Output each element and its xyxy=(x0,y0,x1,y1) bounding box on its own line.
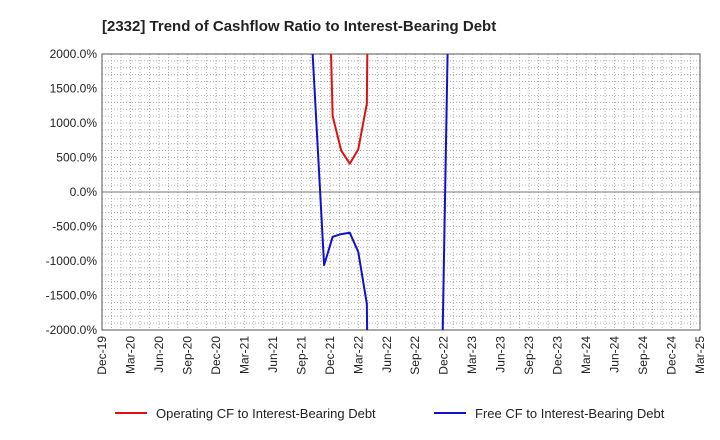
x-tick-label: Mar-23 xyxy=(465,336,479,374)
x-tick-label: Jun-24 xyxy=(608,336,622,373)
series-line-2 xyxy=(441,54,449,330)
y-tick-label: -500.0% xyxy=(52,220,97,234)
x-tick-label: Dec-23 xyxy=(551,336,565,375)
legend-label-operating-cf: Operating CF to Interest-Bearing Debt xyxy=(156,406,376,421)
x-tick-label: Sep-22 xyxy=(408,336,422,375)
x-tick-label: Dec-21 xyxy=(323,336,337,375)
x-tick-label: Sep-23 xyxy=(522,336,536,375)
x-tick-label: Mar-20 xyxy=(123,336,137,374)
x-tick-label: Jun-21 xyxy=(266,336,280,373)
x-tick-label: Mar-21 xyxy=(237,336,251,374)
x-tick-label: Mar-24 xyxy=(579,336,593,374)
x-tick-label: Jun-20 xyxy=(152,336,166,373)
x-tick-label: Dec-19 xyxy=(95,336,109,375)
series-line-1 xyxy=(311,54,369,330)
legend-label-free-cf: Free CF to Interest-Bearing Debt xyxy=(475,406,665,421)
y-tick-label: -1000.0% xyxy=(46,254,98,268)
x-tick-label: Sep-20 xyxy=(180,336,194,375)
x-tick-label: Dec-20 xyxy=(209,336,223,375)
y-tick-label: 1500.0% xyxy=(50,82,98,96)
y-tick-label: -2000.0% xyxy=(46,323,98,337)
x-tick-label: Mar-25 xyxy=(693,336,707,374)
x-tick-label: Jun-23 xyxy=(494,336,508,373)
y-tick-label: -1500.0% xyxy=(46,289,98,303)
x-tick-label: Dec-24 xyxy=(665,336,679,375)
chart-title: [2332] Trend of Cashflow Ratio to Intere… xyxy=(102,18,496,35)
x-tick-label: Sep-21 xyxy=(294,336,308,375)
x-tick-label: Dec-22 xyxy=(437,336,451,375)
x-tick-label: Sep-24 xyxy=(636,336,650,375)
y-tick-label: 0.0% xyxy=(70,185,98,199)
x-tick-label: Jun-22 xyxy=(380,336,394,373)
series-line-0 xyxy=(330,54,369,165)
y-tick-label: 500.0% xyxy=(56,151,97,165)
x-tick-label: Mar-22 xyxy=(351,336,365,374)
y-tick-label: 1000.0% xyxy=(50,116,98,130)
y-tick-label: 2000.0% xyxy=(50,47,98,61)
